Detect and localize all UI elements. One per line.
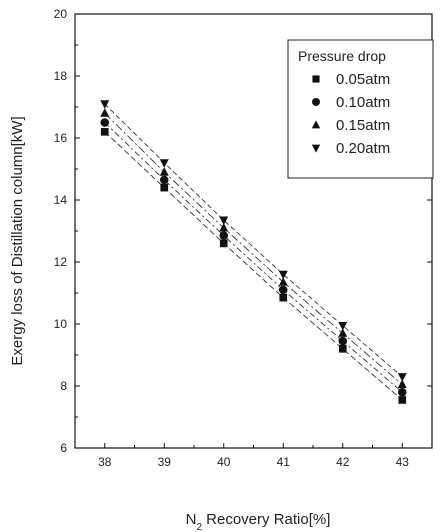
data-point-0.20atm-38 (100, 100, 110, 109)
y-tick-label: 14 (54, 193, 68, 207)
series-lines (104, 103, 403, 401)
legend-marker-0.10atm (312, 98, 320, 106)
x-axis-title: N2 Recovery Ratio[%] (186, 511, 331, 532)
y-tick-label: 8 (60, 379, 67, 393)
x-tick-label: 43 (396, 455, 410, 469)
x-tick-label: 42 (336, 455, 350, 469)
data-point-0.10atm-41 (278, 285, 288, 295)
y-axis: 6 8 10 12 14 16 18 20 (54, 7, 432, 455)
legend-title: Pressure drop (298, 48, 386, 64)
data-point-0.05atm-42 (338, 344, 347, 353)
x-tick-label: 38 (98, 455, 112, 469)
data-point-0.15atm-38 (100, 108, 110, 117)
data-point-0.15atm-43 (397, 379, 407, 389)
data-point-0.10atm-40 (219, 231, 229, 240)
legend: Pressure drop 0.05atm 0.10atm 0.15atm 0.20a… (287, 39, 434, 179)
x-tick-label: 39 (158, 455, 172, 469)
series-line-0.05atm (104, 131, 403, 401)
y-tick-label: 18 (54, 69, 68, 83)
data-point-0.05atm-40 (219, 239, 228, 248)
x-tick-label: 41 (277, 455, 291, 469)
data-point-0.10atm-42 (338, 336, 348, 346)
legend-label: 0.20atm (336, 140, 390, 157)
legend-marker-0.20atm (311, 144, 321, 153)
x-tick-label: 40 (217, 455, 231, 469)
y-tick-label: 16 (54, 131, 68, 145)
data-point-0.05atm-43 (398, 396, 407, 404)
series-markers (100, 100, 407, 404)
data-point-0.20atm-42 (338, 321, 348, 331)
data-point-0.15atm-41 (278, 277, 288, 286)
y-tick-label: 10 (54, 317, 68, 331)
y-tick-label: 20 (54, 7, 68, 21)
data-point-0.05atm-39 (160, 183, 169, 192)
y-tick-label: 12 (54, 255, 68, 269)
legend-marker-0.05atm (312, 75, 320, 83)
data-point-0.10atm-43 (397, 387, 407, 397)
data-point-0.15atm-40 (219, 222, 229, 232)
data-point-0.10atm-38 (100, 118, 110, 127)
y-tick-label: 6 (60, 441, 67, 455)
legend-label: 0.05atm (336, 71, 390, 88)
series-line-0.15atm (104, 112, 403, 385)
data-point-0.15atm-42 (338, 328, 348, 337)
x-axis: 38 39 40 41 42 43 (74, 443, 433, 469)
data-point-0.20atm-40 (219, 216, 229, 226)
y-axis-title: Exergy loss of Distillation column[kW] (9, 116, 26, 365)
series-line-0.10atm (104, 122, 403, 393)
legend-box (287, 39, 434, 179)
series-line-0.20atm (104, 103, 403, 378)
data-point-0.20atm-41 (278, 270, 288, 280)
legend-label: 0.15atm (336, 117, 390, 134)
data-point-0.10atm-39 (159, 175, 169, 185)
data-point-0.05atm-41 (279, 293, 288, 302)
data-point-0.15atm-39 (159, 167, 169, 176)
legend-marker-0.15atm (311, 120, 321, 129)
data-point-0.20atm-43 (397, 373, 407, 382)
legend-label: 0.10atm (336, 94, 390, 111)
data-point-0.05atm-38 (100, 127, 109, 136)
data-point-0.20atm-39 (159, 159, 169, 168)
